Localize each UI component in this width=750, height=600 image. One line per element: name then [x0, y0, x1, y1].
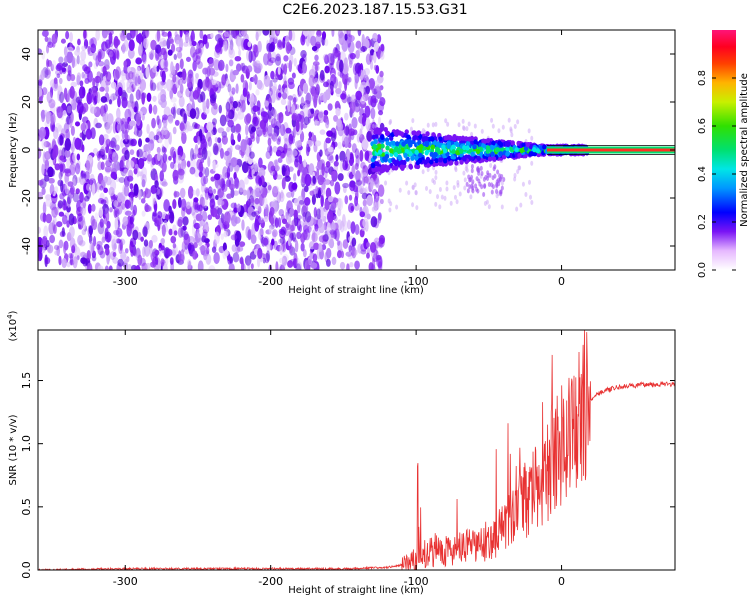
colorbar-tick-label: 0.6: [697, 118, 708, 134]
top-x-tick-label: -200: [258, 275, 283, 288]
top-y-tick-label: 0: [20, 147, 33, 154]
snr-series-line: [38, 330, 675, 570]
top-x-tick-label: -100: [404, 275, 429, 288]
bottom-y-axis-label: SNR (10 * v/v): [8, 414, 19, 485]
bottom-y-tick-label: 0.0: [20, 561, 33, 579]
top-y-tick-label: 20: [20, 95, 33, 109]
top-y-tick-label: -40: [20, 237, 33, 255]
bottom-scale-label: (x104): [6, 310, 19, 341]
bottom-x-tick-label: -300: [113, 575, 138, 588]
bottom-y-tick-label: 1.0: [20, 435, 33, 453]
bottom-x-tick-label: -100: [404, 575, 429, 588]
bottom-x-tick-label: 0: [558, 575, 565, 588]
chart-title: C2E6.2023.187.15.53.G31: [282, 2, 468, 18]
bottom-y-tick-label: 1.5: [20, 372, 33, 390]
colorbar-tick-label: 0.4: [697, 166, 708, 182]
top-x-tick-label: -300: [113, 275, 138, 288]
colorbar-label: Normalized spectral amplitude: [739, 73, 750, 227]
colorbar-tick-label: 0.0: [697, 262, 708, 278]
bottom-x-axis-label: Height of straight line (km): [288, 585, 424, 596]
heatmap-cells: [38, 30, 675, 270]
colorbar: 0.0 0.2 0.4 0.6 0.8 Normalized spectral ampl…: [697, 30, 750, 278]
bottom-y-tick-label: 0.5: [20, 498, 33, 516]
top-x-axis-label: Height of straight line (km): [288, 285, 424, 296]
top-x-tick-label: 0: [558, 275, 565, 288]
bottom-x-tick-label: -200: [258, 575, 283, 588]
top-y-axis-label: Frequency (Hz): [8, 112, 19, 188]
top-y-tick-label: -20: [20, 189, 33, 207]
colorbar-tick-label: 0.8: [697, 70, 708, 86]
colorbar-tick-label: 0.2: [697, 214, 708, 230]
top-y-tick-label: 40: [20, 47, 33, 61]
snr-panel: -300 -200 -100 0 0.0 0.5 1.0 1.5 Height of stra…: [6, 310, 676, 596]
